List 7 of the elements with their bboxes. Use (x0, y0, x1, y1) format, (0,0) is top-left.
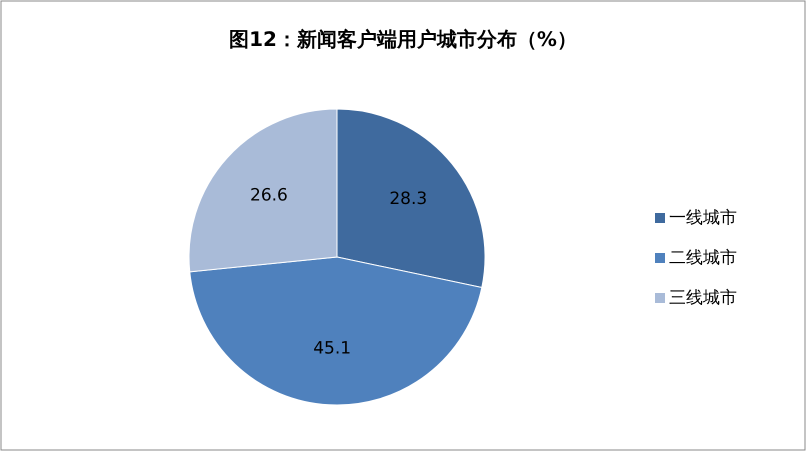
data-label: 26.6 (250, 185, 288, 206)
data-label: 28.3 (389, 189, 428, 210)
legend-label: 一线城市 (669, 208, 737, 228)
chart-title: 图12：新闻客户端用户城市分布（%） (229, 27, 577, 51)
legend-label: 三线城市 (669, 288, 737, 308)
data-label: 45.1 (313, 338, 352, 359)
legend-label: 二线城市 (669, 248, 737, 268)
